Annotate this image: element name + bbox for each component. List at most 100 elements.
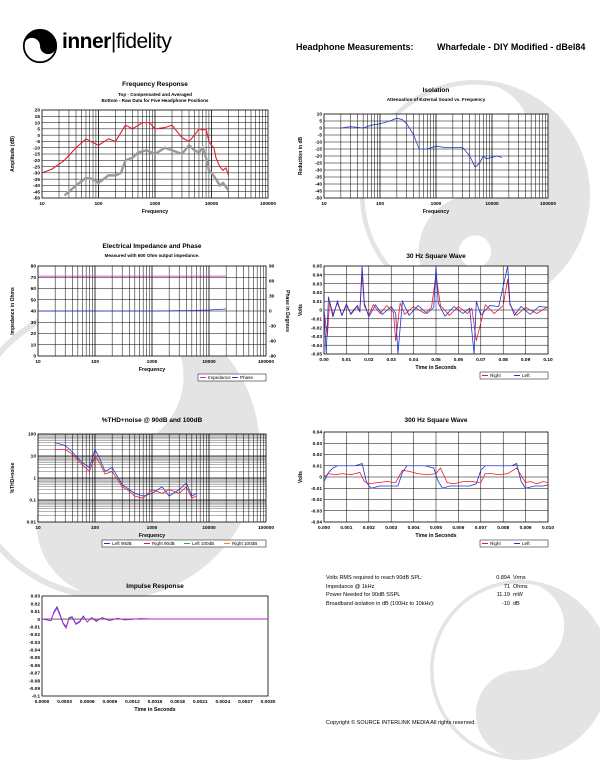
stat-unit: Vrms [513,575,526,581]
legend-label: Right 100dB [232,541,257,546]
y-tick-label: 0 [319,126,322,132]
y-tick-label: -30 [315,168,322,174]
y-tick-label: -0.03 [311,334,322,340]
y-tick-label: 50 [31,297,37,303]
chart-title: Impulse Response [126,583,184,590]
stat-unit: Ohms [513,583,528,590]
x-tick-label: 0.004 [408,525,420,531]
legend-label: Left 90dB [112,541,132,546]
y2-tick-label: -90 [269,354,276,360]
y-tick-label: -5 [318,133,323,139]
y-tick-label: -25 [33,164,40,170]
x-tick-label: 0.009 [520,525,532,531]
y-tick-label: -45 [33,189,40,195]
legend-label: Impedance [208,375,231,380]
y2-axis-label: Phase in Degrees [284,290,290,332]
stat-row: Impedance @ 1kHz 71 Ohms [326,583,528,592]
series-line-blue [340,117,502,168]
y-tick-label: 30 [31,320,37,326]
y-tick-label: -20 [33,158,40,164]
logo-bold: inner [62,30,111,53]
chart-subtitle: Bottom - Raw Data for Five Headphone Pos… [102,98,209,103]
x-tick-label: 1000 [431,201,442,207]
isolation-chart: Isolation Attenuation of External Sound v… [298,87,556,215]
x-tick-label: 0.0015 [148,699,163,705]
series-line-left [324,462,548,489]
x-axis-label: Time in Seconds [134,707,175,713]
series-line-left-90db [55,442,197,497]
y-tick-label: 0.1 [29,498,36,504]
y-tick-label: -0.09 [29,686,40,692]
x-tick-label: 100000 [260,201,276,207]
chart-title: %THD+noise @ 90dB and 100dB [102,417,203,424]
x-tick-label: 100000 [540,201,556,207]
x-tick-label: 0.000 [318,525,330,531]
stat-value: 71 [503,583,510,590]
x-tick-label: 0.0027 [238,699,253,705]
y-axis-label: %THD+noise [10,462,16,493]
x-tick-label: 0.00 [319,357,329,363]
chart-subtitle: Attenuation of External Sound vs. Freque… [387,97,486,102]
x-tick-label: 0.005 [430,525,442,531]
y-tick-label: 0.02 [31,601,41,607]
y-tick-label: 0 [37,133,40,139]
y-tick-label: 40 [31,309,37,315]
y2-tick-label: -30 [269,324,276,330]
x-tick-label: 0.0003 [57,699,72,705]
y-axis-label: Amplitude (dB) [10,136,16,172]
x-tick-label: 0.006 [452,525,464,531]
x-tick-label: 10000 [202,359,216,365]
x-tick-label: 0.04 [409,357,419,363]
x-tick-label: 0.007 [475,525,487,531]
x-tick-label: 0.008 [497,525,509,531]
y-tick-label: 0.04 [313,430,323,436]
legend-label: Left [522,541,530,546]
y-tick-label: -0.05 [311,352,322,358]
y-tick-label: -0.01 [311,317,322,323]
x-tick-label: 10 [39,201,45,207]
innerfidelity-logo-icon [22,28,58,64]
y-tick-label: -5 [36,139,41,145]
x-tick-label: 10 [35,359,41,365]
x-tick-label: 0.02 [364,357,374,363]
y2-tick-label: 60 [269,279,275,285]
y-tick-label: -0.02 [311,497,322,503]
y-tick-label: -20 [315,154,322,160]
legend-label: Right [490,541,501,546]
stat-label: Volts RMS required to reach 90dB SPL: [326,575,423,581]
y-tick-label: 10 [317,112,323,118]
y-axis-label: Reduction in dB [298,136,304,175]
logo-wordmark: inner|fidelity [62,30,172,53]
y-tick-label: -15 [33,152,40,158]
legend-label: Phase [240,375,253,380]
y-tick-label: -35 [33,177,40,183]
chart-title: Isolation [423,87,450,94]
y-tick-label: -50 [315,196,322,202]
legend-label: Right [490,373,501,378]
stat-unit: mW [513,592,523,599]
y-tick-label: 0.01 [313,299,323,305]
chart-title: Electrical Impedance and Phase [103,243,202,250]
x-tick-label: 0.0000 [35,699,50,705]
y-tick-label: 5 [37,127,40,133]
legend-label: Left [522,373,530,378]
x-axis-label: Time in Seconds [415,533,456,539]
y-tick-label: -30 [33,171,40,177]
square-wave-30hz-chart: 30 Hz Square Wave 0.00 0.01 0.02 0.03 0.04 0.0… [298,253,553,380]
plot-area [41,595,269,697]
y2-tick-label: 30 [269,294,275,300]
x-tick-label: 0.05 [431,357,441,363]
x-tick-label: 10000 [205,201,219,207]
x-axis-label: Frequency [139,533,165,539]
y-tick-label: -0.03 [311,508,322,514]
y-tick-label: -0.04 [311,520,322,526]
chart-title: 300 Hz Square Wave [405,417,468,424]
chart-subtitle: Top - Compensated and Averaged [118,92,192,97]
frequency-response-chart: Frequency Response Top - Compensated and … [10,81,276,215]
y-tick-label: -0.08 [29,678,40,684]
y-tick-label: -0.04 [29,648,40,654]
x-axis-label: Frequency [142,209,168,215]
stat-row: Volts RMS required to reach 90dB SPL: 0.8… [326,574,528,583]
y-tick-label: 60 [31,286,37,292]
